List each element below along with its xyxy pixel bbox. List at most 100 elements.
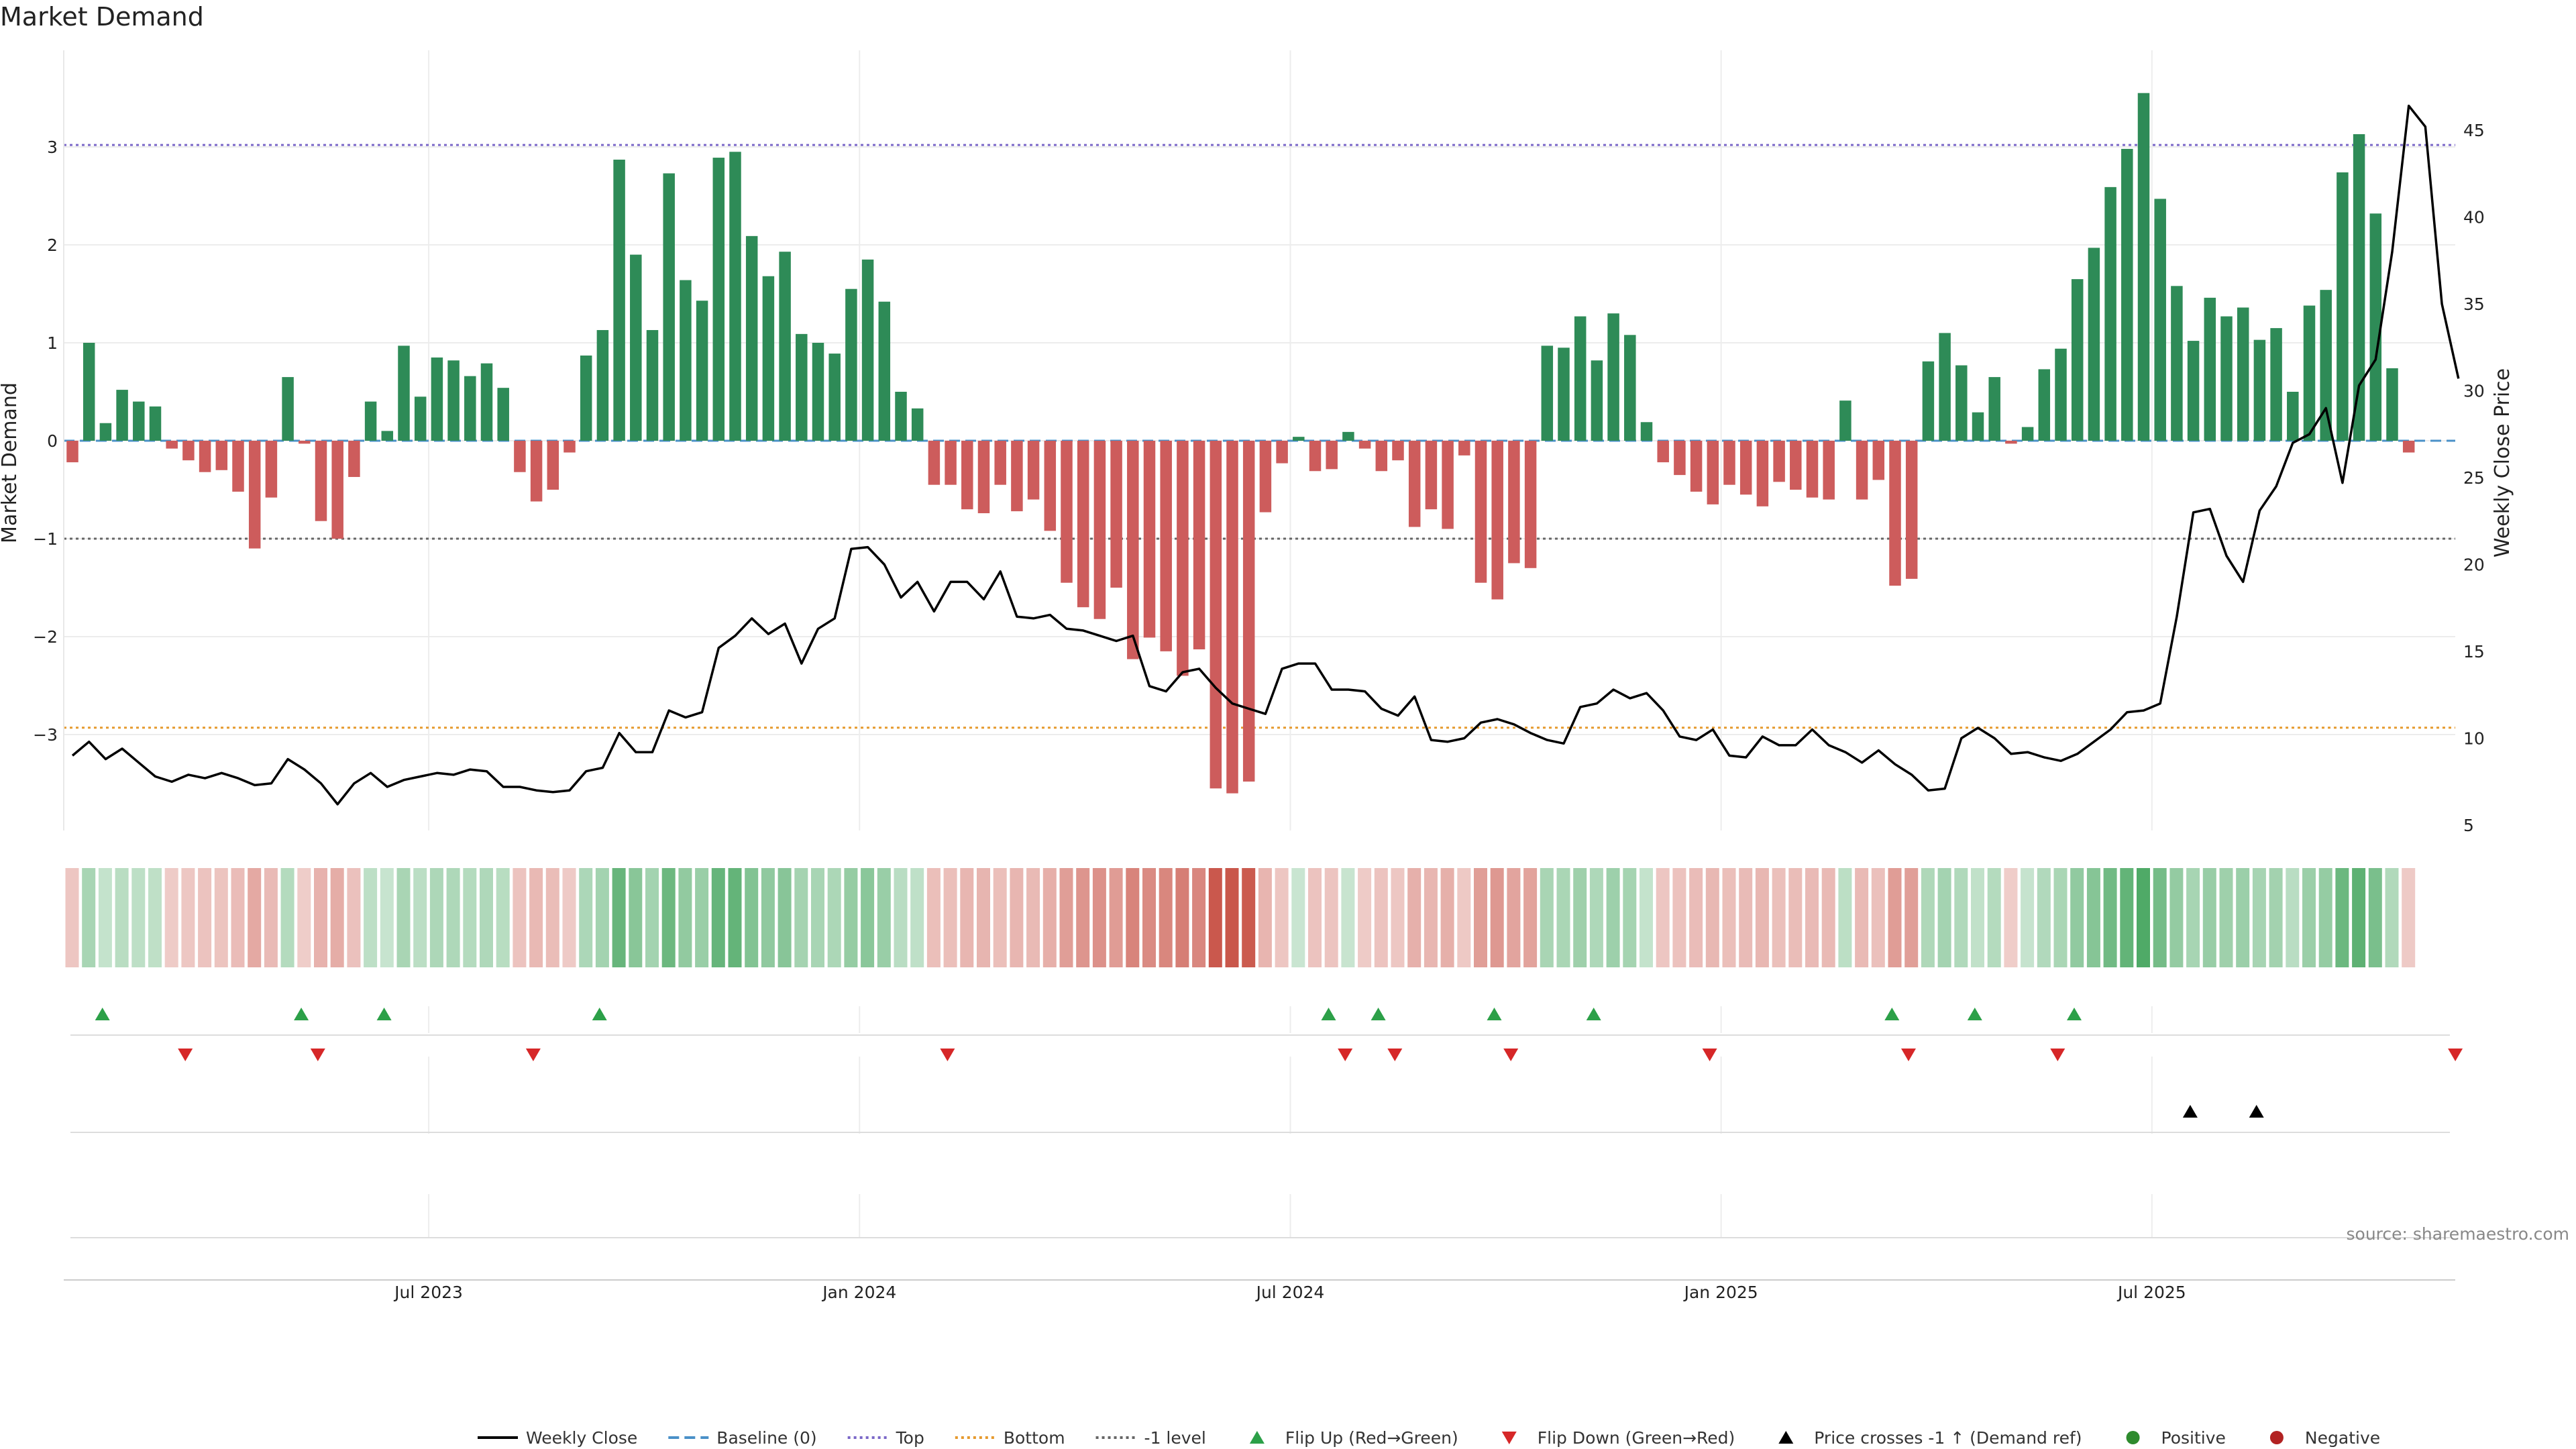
heat-cell <box>314 868 327 967</box>
heat-cell <box>1374 868 1388 967</box>
heat-cell <box>2318 868 2332 967</box>
heat-cell <box>148 868 162 967</box>
demand-bar-negative <box>265 441 278 498</box>
demand-bar-positive <box>2287 392 2299 441</box>
heat-cell <box>2368 868 2382 967</box>
demand-bar-negative <box>1276 441 1288 464</box>
demand-bar-negative <box>199 441 211 472</box>
heat-cell <box>1556 868 1570 967</box>
legend: Weekly Close Baseline (0) Top Bottom -1 leve… <box>478 1428 2380 1448</box>
demand-bar-negative <box>1193 441 1205 649</box>
heat-cell <box>529 868 543 967</box>
heat-cell <box>1722 868 1736 967</box>
heat-cell <box>1457 868 1471 967</box>
heat-cell <box>993 868 1007 967</box>
heat-cell <box>2402 868 2416 967</box>
demand-bar-negative <box>248 441 261 549</box>
heat-cell <box>2169 868 2184 967</box>
demand-bar-positive <box>2171 286 2183 441</box>
legend-label: Flip Down (Green→Red) <box>1538 1428 1735 1448</box>
demand-bar-positive <box>2353 134 2365 441</box>
heat-cell <box>2385 868 2399 967</box>
heat-cell <box>248 868 262 967</box>
heat-cell <box>661 868 676 967</box>
heat-cell <box>2252 868 2266 967</box>
demand-bar-negative <box>564 441 576 453</box>
heat-cell <box>347 868 361 967</box>
heat-cell <box>115 868 129 967</box>
flip-up-marker <box>1884 1008 1900 1020</box>
heat-cell <box>2120 868 2134 967</box>
heat-cell <box>429 868 443 967</box>
demand-bar-negative <box>945 441 957 485</box>
demand-bar-negative <box>1027 441 1040 500</box>
heat-cell <box>1672 868 1686 967</box>
y-axis-right-label: Weekly Close Price <box>2491 368 2514 557</box>
demand-bar-negative <box>1375 441 1388 472</box>
heat-cell <box>1739 868 1753 967</box>
demand-bar-positive <box>2104 186 2116 441</box>
demand-bar-negative <box>1823 441 1835 500</box>
heat-cell <box>595 868 609 967</box>
demand-bar-positive <box>1591 360 1603 441</box>
heat-cell <box>1871 868 1885 967</box>
flip-up-marker <box>1371 1008 1386 1020</box>
heat-cell <box>1109 868 1123 967</box>
legend-label: Bottom <box>1004 1428 1065 1448</box>
heat-cell <box>579 868 593 967</box>
demand-bar-negative <box>994 441 1006 485</box>
heat-cell <box>1788 868 1803 967</box>
demand-bar-negative <box>1044 441 1057 531</box>
demand-bar-negative <box>215 441 228 470</box>
demand-bar-negative <box>1392 441 1404 461</box>
demand-bar-positive <box>1574 316 1587 441</box>
heat-cell <box>695 868 709 967</box>
demand-bar-negative <box>547 441 559 490</box>
heat-cell <box>1855 868 1869 967</box>
demand-bar-negative <box>1143 441 1156 638</box>
demand-bar-positive <box>1922 361 1935 441</box>
heat-cell <box>2219 868 2233 967</box>
heat-cell <box>2269 868 2283 967</box>
demand-bar-negative <box>1524 441 1537 568</box>
demand-bar-negative <box>1425 441 1438 510</box>
demand-bar-negative <box>1773 441 1785 482</box>
demand-bar-positive <box>2038 369 2051 441</box>
demand-bar-positive <box>116 390 128 441</box>
heat-cell <box>1308 868 1322 967</box>
heat-cell <box>2137 868 2150 967</box>
demand-bar-negative <box>961 441 973 510</box>
demand-bar-positive <box>398 345 410 441</box>
heat-cell <box>1971 868 1984 967</box>
heat-cell <box>2070 868 2084 967</box>
flip-down-marker <box>1503 1049 1519 1061</box>
demand-bar-negative <box>1739 441 1752 495</box>
price-line <box>71 104 2460 806</box>
demand-bar-positive <box>480 363 493 441</box>
demand-bar-positive <box>895 392 907 441</box>
heat-cell <box>1042 868 1057 967</box>
demand-bar-negative <box>1790 441 1802 490</box>
demand-bar-negative <box>1160 441 1172 651</box>
flip-down-marker <box>178 1049 193 1061</box>
demand-bar-positive <box>99 423 112 441</box>
demand-bar-negative <box>1491 441 1503 600</box>
demand-bar-negative <box>928 441 941 485</box>
demand-bar-positive <box>1955 365 1968 441</box>
demand-bar-positive <box>83 343 95 441</box>
demand-bar-negative <box>1110 441 1122 588</box>
demand-bar-positive <box>911 408 924 441</box>
flip-down-marker <box>1901 1049 1916 1061</box>
heat-cell <box>1059 868 1073 967</box>
heat-cell <box>231 868 245 967</box>
heat-cell <box>2302 868 2316 967</box>
demand-bars <box>66 93 2415 794</box>
demand-bar-negative <box>1690 441 1703 492</box>
demand-bar-positive <box>2187 341 2200 441</box>
demand-bar-negative <box>1309 441 1322 472</box>
demand-bar-positive <box>1972 412 1984 441</box>
heat-cell <box>380 868 394 967</box>
demand-bar-positive <box>133 401 145 441</box>
